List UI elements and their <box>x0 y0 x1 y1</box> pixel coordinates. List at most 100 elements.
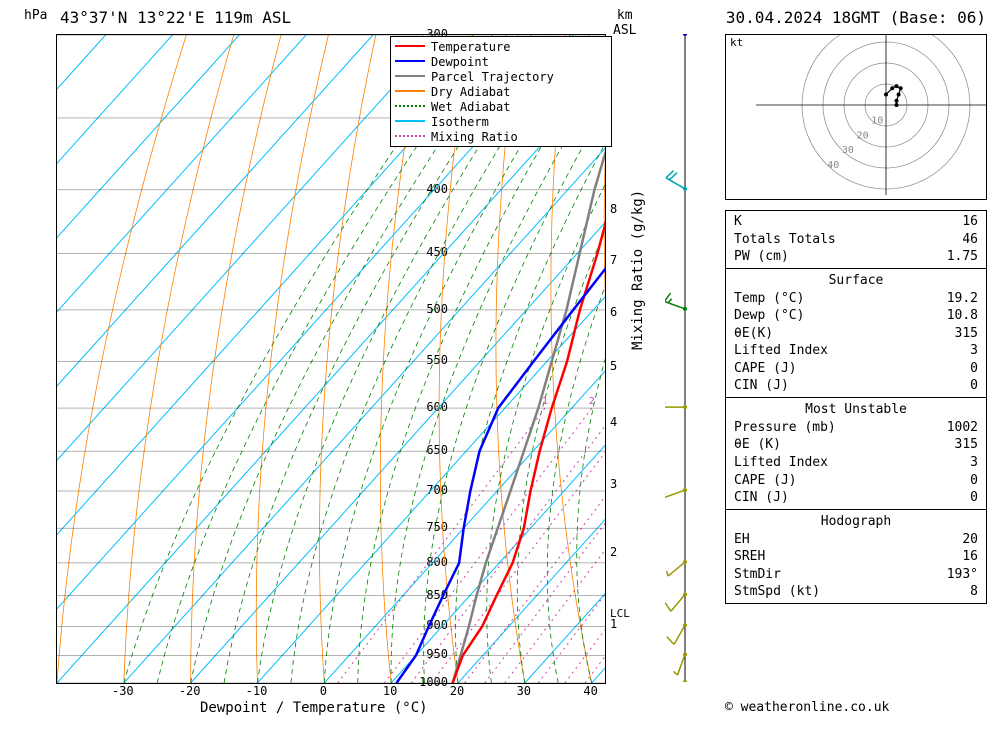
index-label: PW (cm) <box>734 248 789 266</box>
legend-swatch <box>395 120 425 124</box>
legend-swatch <box>395 105 425 109</box>
index-row: Lifted Index 3 <box>732 342 980 360</box>
index-row: StmSpd (kt)8 <box>732 583 980 601</box>
index-value: 3 <box>970 454 978 472</box>
ylabel-hpa: hPa <box>24 8 47 23</box>
legend-swatch <box>395 90 425 94</box>
datetime-title: 30.04.2024 18GMT (Base: 06) <box>726 8 986 27</box>
legend-item: Parcel Trajectory <box>395 69 607 84</box>
xlabel: Dewpoint / Temperature (°C) <box>200 700 428 716</box>
km-tick: 4 <box>610 415 617 429</box>
index-value: 1002 <box>947 419 978 437</box>
km-tick: 3 <box>610 477 617 491</box>
km-tick: 2 <box>610 545 617 559</box>
index-row: EH 20 <box>732 531 980 549</box>
temp-tick: -10 <box>241 684 271 698</box>
index-label: CAPE (J) <box>734 472 797 490</box>
section-header: Hodograph <box>732 512 980 531</box>
index-label: θE (K) <box>734 436 781 454</box>
index-value: 1.75 <box>947 248 978 266</box>
legend-item: Wet Adiabat <box>395 99 607 114</box>
wind-svg <box>665 34 705 682</box>
index-row: PW (cm) 1.75 <box>732 248 980 266</box>
index-row: K16 <box>732 213 980 231</box>
indices-section: Most UnstablePressure (mb)1002θE (K)315L… <box>726 398 986 510</box>
index-row: Dewp (°C) 10.8 <box>732 307 980 325</box>
index-row: CIN (J) 0 <box>732 489 980 507</box>
index-label: Totals Totals <box>734 231 836 249</box>
indices-section: HodographEH 20 SREH 16StmDir193°StmSpd (kt)… <box>726 510 986 603</box>
legend-item: Dewpoint <box>395 54 607 69</box>
temp-tick: 30 <box>509 684 539 698</box>
index-value: 20 <box>962 531 978 549</box>
index-label: Lifted Index <box>734 454 828 472</box>
index-label: θE(K) <box>734 325 773 343</box>
legend-label: Wet Adiabat <box>431 100 510 114</box>
index-value: 315 <box>955 436 978 454</box>
svg-text:2: 2 <box>589 396 595 407</box>
temp-tick: -30 <box>108 684 138 698</box>
svg-text:10: 10 <box>871 116 883 127</box>
temp-tick: 0 <box>308 684 338 698</box>
index-value: 0 <box>970 489 978 507</box>
index-value: 0 <box>970 377 978 395</box>
copyright: © weatheronline.co.uk <box>725 700 889 715</box>
hodograph: 10203040 <box>725 34 987 200</box>
index-row: CAPE (J) 0 <box>732 360 980 378</box>
index-value: 193° <box>947 566 978 584</box>
index-label: CAPE (J) <box>734 360 797 378</box>
legend-label: Mixing Ratio <box>431 130 518 144</box>
section-header: Surface <box>732 271 980 290</box>
index-value: 315 <box>955 325 978 343</box>
legend-swatch <box>395 135 425 139</box>
index-row: StmDir193° <box>732 566 980 584</box>
legend-swatch <box>395 60 425 64</box>
index-row: Temp (°C) 19.2 <box>732 290 980 308</box>
mixing-ratio-label: Mixing Ratio (g/kg) <box>630 190 646 350</box>
index-label: CIN (J) <box>734 489 789 507</box>
km-tick: 8 <box>610 202 617 216</box>
legend-label: Dry Adiabat <box>431 85 510 99</box>
index-label: Lifted Index <box>734 342 828 360</box>
index-label: SREH <box>734 548 765 566</box>
svg-text:40: 40 <box>827 160 839 171</box>
temp-tick: 20 <box>442 684 472 698</box>
index-value: 10.8 <box>947 307 978 325</box>
index-value: 0 <box>970 472 978 490</box>
legend-item: Isotherm <box>395 114 607 129</box>
wind-barb-column <box>665 34 705 682</box>
indices-section: SurfaceTemp (°C) 19.2 Dewp (°C) 10.8 θE(K) 31… <box>726 269 986 398</box>
ylabel-km: km ASL <box>613 8 636 38</box>
svg-text:20: 20 <box>857 130 869 141</box>
index-label: Pressure (mb) <box>734 419 836 437</box>
index-value: 16 <box>962 548 978 566</box>
index-label: EH <box>734 531 750 549</box>
index-value: 8 <box>970 583 978 601</box>
legend-item: Dry Adiabat <box>395 84 607 99</box>
indices-panel: K16Totals Totals46PW (cm)1.75SurfaceTemp… <box>725 210 987 604</box>
index-value: 46 <box>962 231 978 249</box>
legend-swatch <box>395 75 425 79</box>
section-header: Most Unstable <box>732 400 980 419</box>
skewt-container: 43°37'N 13°22'E 119m ASL 30.04.2024 18GM… <box>0 0 1000 733</box>
index-label: K <box>734 213 742 231</box>
index-value: 3 <box>970 342 978 360</box>
location-title: 43°37'N 13°22'E 119m ASL <box>60 8 291 27</box>
km-tick: 5 <box>610 359 617 373</box>
index-label: Dewp (°C) <box>734 307 804 325</box>
km-tick: 6 <box>610 305 617 319</box>
legend-swatch <box>395 45 425 49</box>
legend-label: Temperature <box>431 40 510 54</box>
index-label: Temp (°C) <box>734 290 804 308</box>
lcl-marker: LCL <box>610 607 630 620</box>
indices-section: K16Totals Totals 46 PW (cm) 1.75 <box>726 211 986 269</box>
temp-tick: 40 <box>576 684 606 698</box>
index-label: CIN (J) <box>734 377 789 395</box>
temp-tick: 10 <box>375 684 405 698</box>
index-value: 0 <box>970 360 978 378</box>
legend-label: Isotherm <box>431 115 489 129</box>
index-value: 19.2 <box>947 290 978 308</box>
index-row: Totals Totals 46 <box>732 231 980 249</box>
index-row: Lifted Index 3 <box>732 454 980 472</box>
index-row: Pressure (mb) 1002 <box>732 419 980 437</box>
